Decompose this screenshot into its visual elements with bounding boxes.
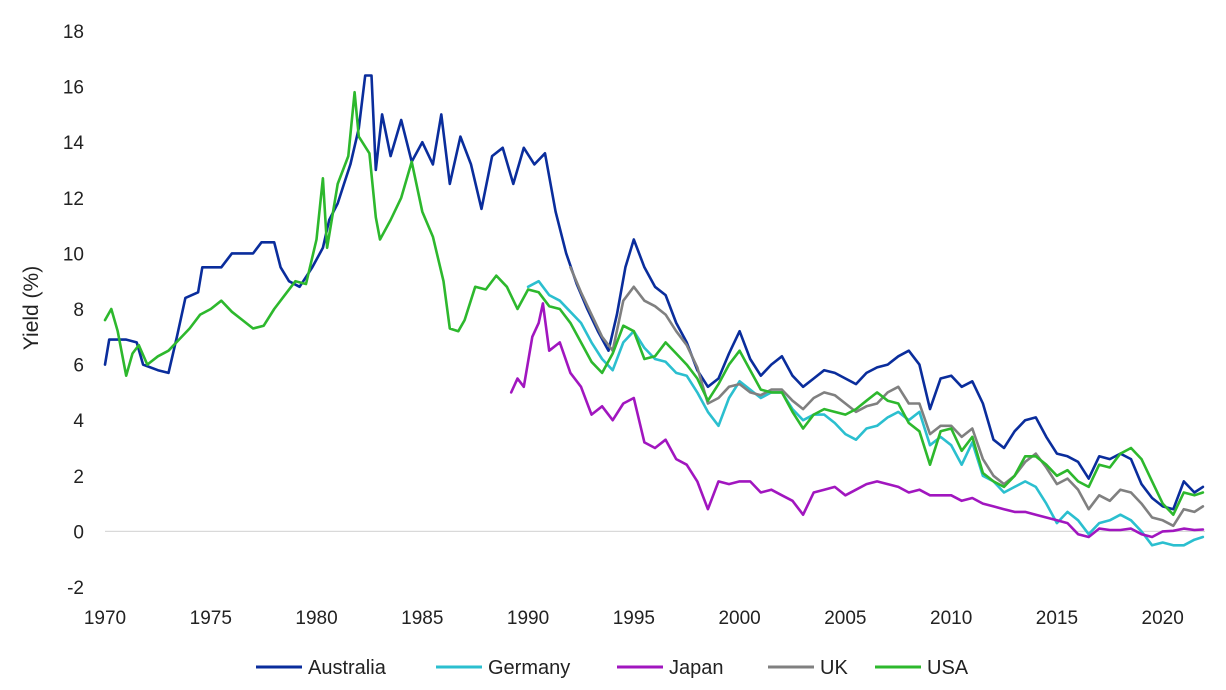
legend-label: Japan <box>669 657 724 679</box>
y-tick-label: 12 <box>63 189 84 210</box>
legend-item-japan: Japan <box>617 657 724 679</box>
series-layer <box>103 74 1205 547</box>
legend-item-australia: Australia <box>256 657 387 679</box>
x-tick-label: 2015 <box>1036 608 1078 629</box>
x-tick-label: 1995 <box>613 608 655 629</box>
y-tick-label: 14 <box>63 133 85 154</box>
plot-area <box>103 74 1205 547</box>
x-tick-label: 1990 <box>507 608 549 629</box>
series-line-japan <box>509 302 1205 539</box>
x-tick-label: 2000 <box>718 608 760 629</box>
y-tick-label: 18 <box>63 22 84 43</box>
y-tick-label: 8 <box>73 300 84 321</box>
legend-label: Germany <box>488 657 570 679</box>
x-tick-label: 1970 <box>84 608 126 629</box>
y-tick-label: 4 <box>73 411 84 432</box>
x-tick-label: 2010 <box>930 608 972 629</box>
y-tick-label: 16 <box>63 78 84 99</box>
y-axis-tick-labels: -2 0 2 4 6 8 10 12 14 16 18 <box>63 22 85 599</box>
series-line-australia <box>103 74 1205 511</box>
y-tick-label: 6 <box>73 356 84 377</box>
series-line-uk <box>569 265 1205 528</box>
legend-label: USA <box>927 657 969 679</box>
y-axis-title: Yield (%) <box>20 266 43 350</box>
x-tick-label: 1980 <box>295 608 337 629</box>
x-tick-label: 2020 <box>1142 608 1184 629</box>
x-tick-label: 2005 <box>824 608 866 629</box>
legend-item-uk: UK <box>768 657 848 679</box>
chart-legend: Australia Germany Japan UK USA <box>256 657 969 679</box>
x-tick-label: 1985 <box>401 608 443 629</box>
y-tick-label: 2 <box>73 467 84 488</box>
legend-label: UK <box>820 657 848 679</box>
legend-item-germany: Germany <box>436 657 570 679</box>
x-tick-label: 1975 <box>190 608 232 629</box>
legend-label: Australia <box>308 657 387 679</box>
legend-item-usa: USA <box>875 657 969 679</box>
y-tick-label: 10 <box>63 244 84 265</box>
series-line-germany <box>526 279 1205 547</box>
x-axis-tick-labels: 1970 1975 1980 1985 1990 1995 2000 2005 2010 2015… <box>84 608 1184 629</box>
series-line-usa <box>103 90 1205 517</box>
y-tick-label: 0 <box>73 522 84 543</box>
y-tick-label: -2 <box>67 578 84 599</box>
